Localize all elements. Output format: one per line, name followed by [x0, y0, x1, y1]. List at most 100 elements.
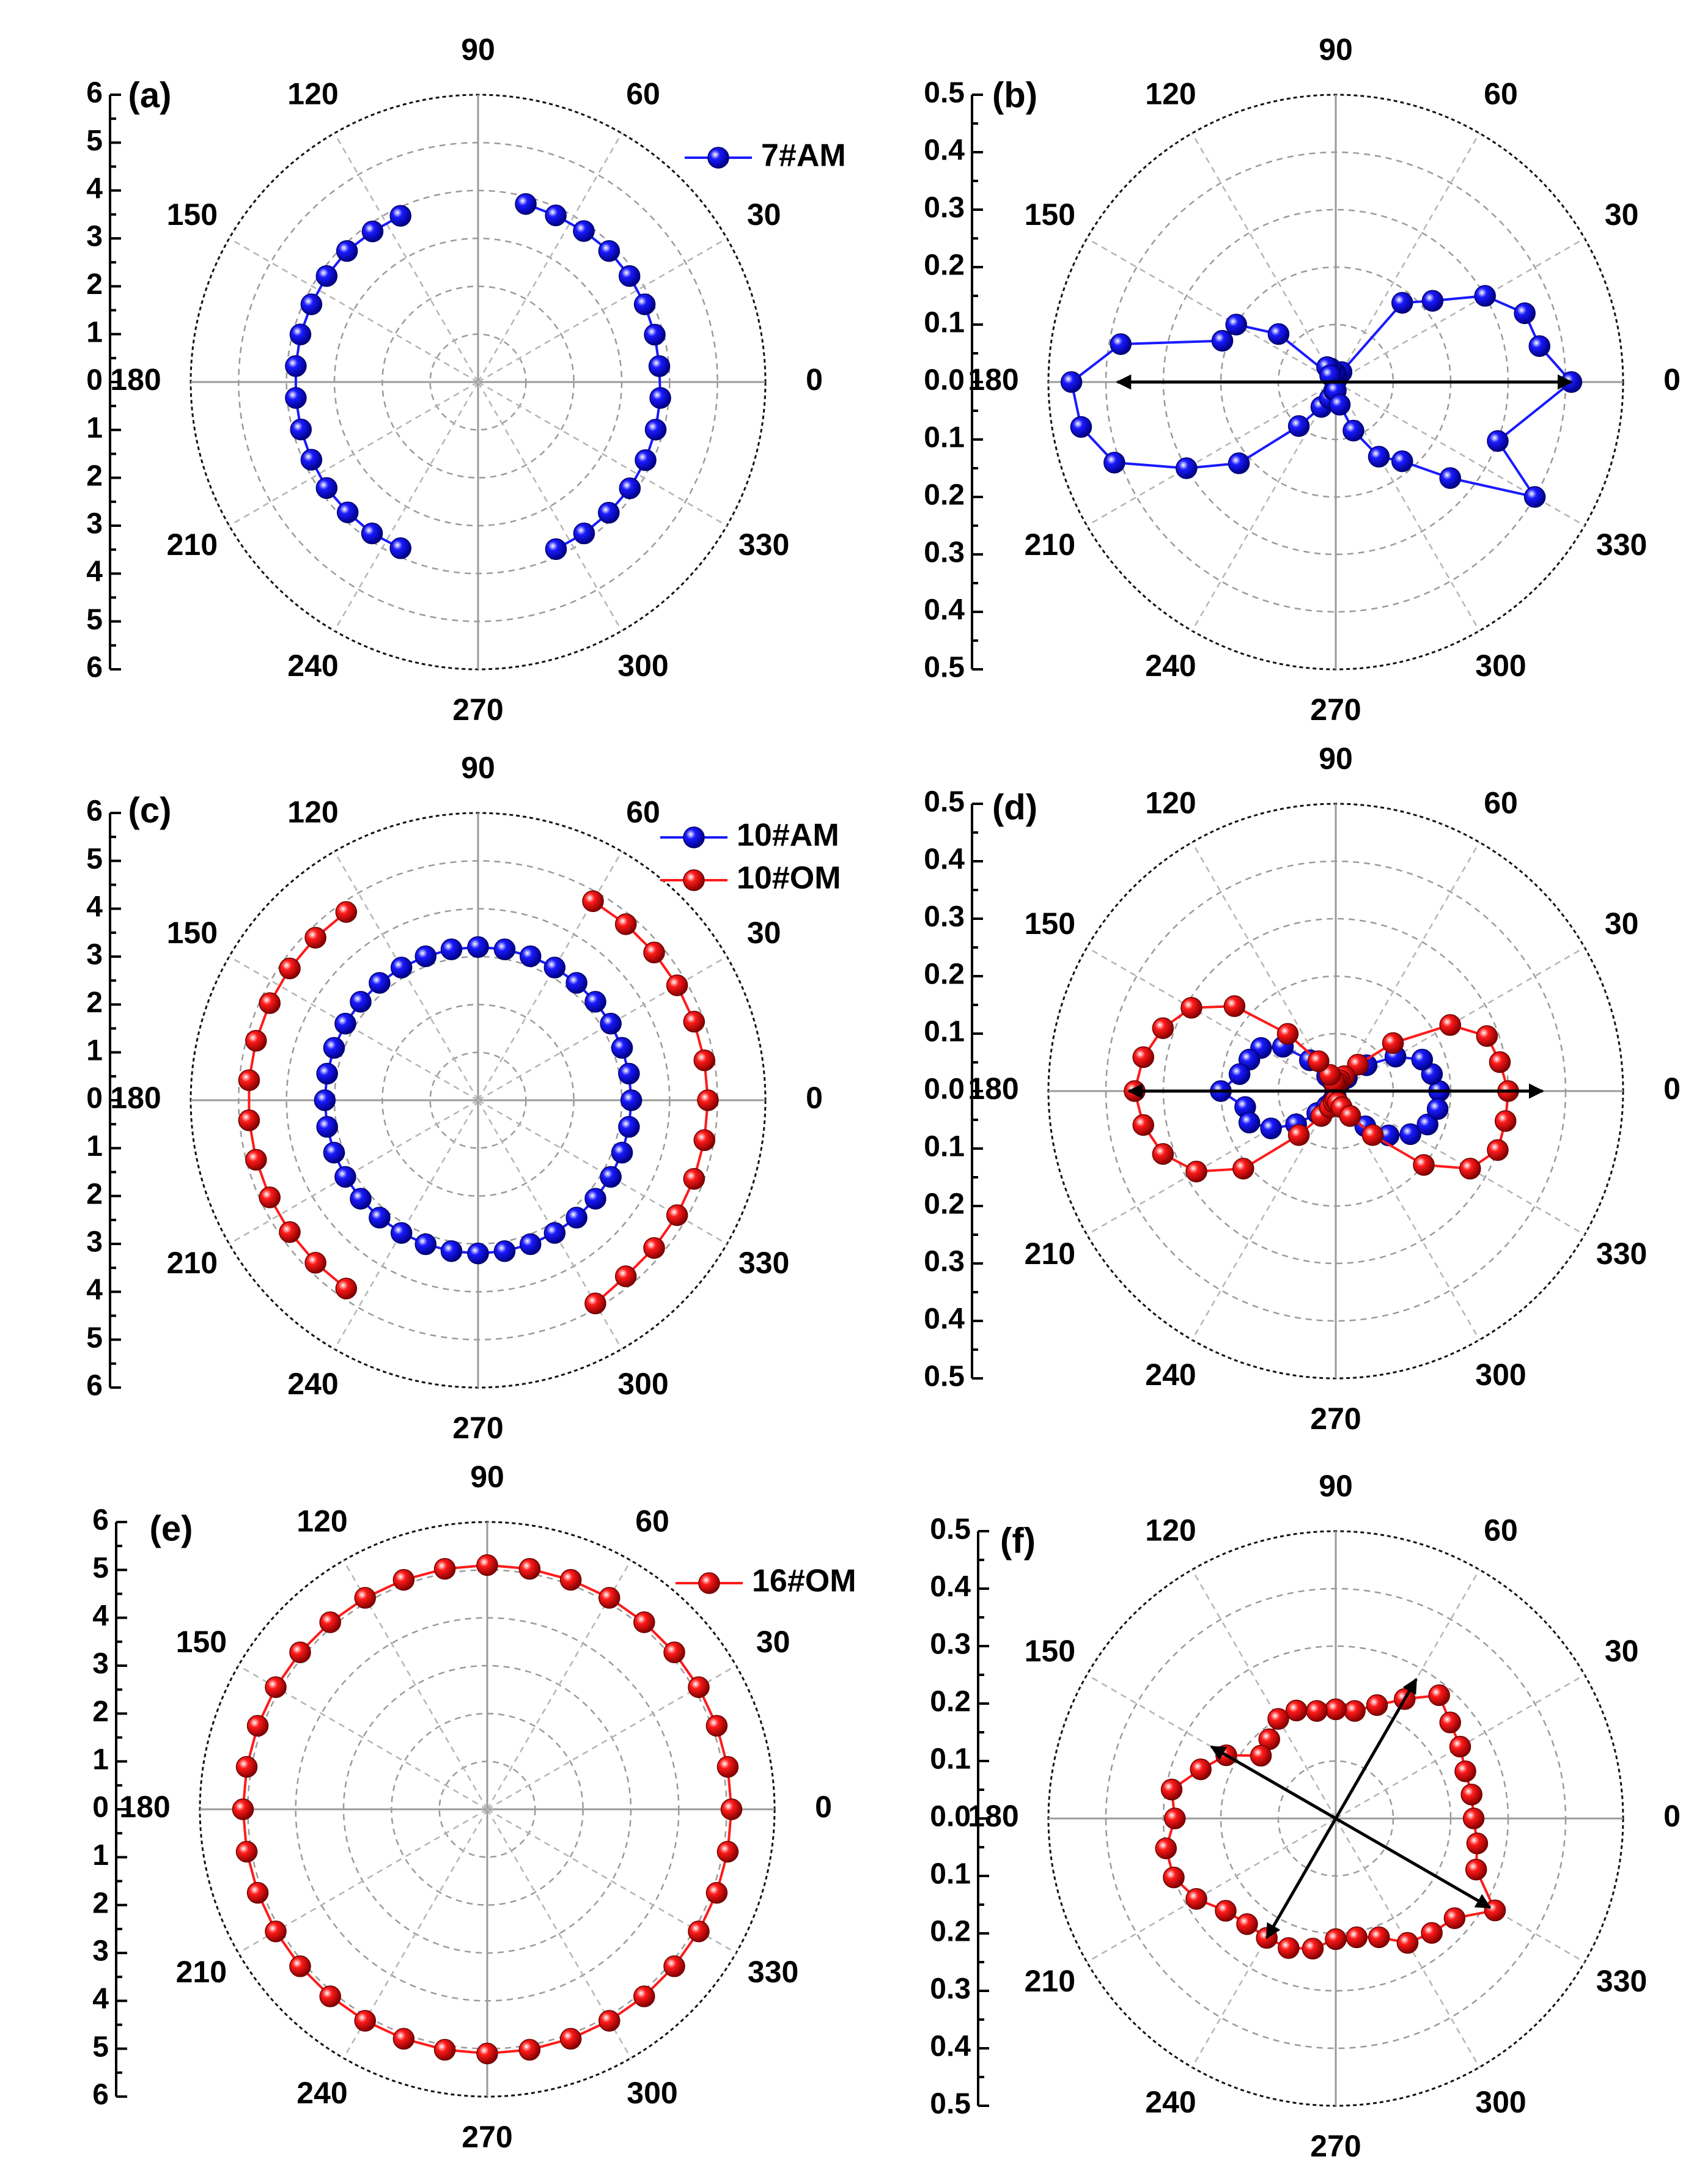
angle-label: 0 [1663, 1799, 1681, 1833]
angle-label: 270 [452, 693, 503, 727]
chart-panel-f: 0 30 60 90 120 150 180 210 240 270 300 330 0.0 0.1 0.1… [930, 1469, 1681, 2163]
legend-marker [707, 147, 729, 169]
data-point [238, 1109, 260, 1131]
data-point [1416, 1113, 1438, 1136]
legend-marker [683, 869, 705, 891]
data-point [1185, 1888, 1207, 1910]
data-point [1164, 1807, 1186, 1829]
angle-label: 180 [110, 362, 161, 397]
data-point [1302, 1938, 1324, 1960]
data-point [334, 1012, 356, 1035]
grid-spoke [1086, 381, 1336, 527]
data-point [1399, 1123, 1421, 1145]
data-point [716, 1756, 739, 1778]
data-point [1060, 371, 1083, 393]
grid-spoke [229, 237, 479, 383]
data-point [1368, 1926, 1390, 1949]
data-point [1368, 446, 1390, 468]
angle-label: 90 [461, 32, 495, 67]
data-point [1306, 1700, 1328, 1722]
data-point [319, 1985, 341, 2007]
angle-label: 150 [1025, 1634, 1075, 1668]
data-point [1474, 285, 1496, 307]
radial-tick-label: 0 [86, 364, 103, 397]
series-line [525, 202, 662, 551]
radial-tick-label: 0.1 [924, 1016, 965, 1048]
angle-label: 0 [806, 362, 823, 397]
data-point [614, 913, 637, 935]
data-point [584, 991, 606, 1013]
angle-label: 180 [110, 1081, 161, 1115]
radial-tick-label: 0.1 [930, 1858, 971, 1891]
grid-spoke [1191, 381, 1337, 631]
angle-label: 150 [167, 916, 218, 950]
radial-tick-label: 0.0 [930, 1801, 971, 1833]
data-point [289, 323, 312, 345]
data-point [598, 1587, 621, 1609]
angle-label: 180 [968, 1799, 1018, 1833]
grid-spoke [342, 1809, 488, 2059]
radial-tick-label: 0.2 [924, 1188, 965, 1221]
data-point [354, 1587, 376, 1609]
radial-tick-label: 4 [86, 172, 103, 205]
radial-tick-label: 0.4 [924, 844, 965, 876]
angle-label: 330 [738, 528, 789, 562]
radial-tick-label: 0.4 [930, 2031, 971, 2063]
data-point [666, 1204, 688, 1226]
data-point [235, 1756, 258, 1778]
grid-spoke [1335, 1090, 1585, 1236]
series-data [1155, 1684, 1506, 1960]
chart-panel-a: 0 30 60 90 120 150 180 210 240 270 300 330 0 1 1 2 2 3 3 4 4… [86, 32, 845, 727]
angle-label: 210 [167, 528, 218, 562]
data-point [1413, 1154, 1435, 1176]
radial-tick-label: 4 [92, 1600, 109, 1632]
data-point [618, 1062, 640, 1085]
data-point [688, 1921, 710, 1943]
data-point [289, 1641, 311, 1663]
angle-label: 120 [1145, 786, 1196, 820]
angle-label: 90 [461, 751, 495, 785]
data-point [361, 220, 384, 243]
angle-label: 120 [296, 1504, 347, 1539]
data-point [350, 991, 372, 1013]
data-point [598, 240, 621, 262]
data-point [245, 1029, 267, 1052]
data-point [1344, 1700, 1366, 1722]
data-point [314, 1089, 336, 1111]
data-point [304, 927, 326, 949]
data-point [440, 938, 463, 960]
data-point [618, 265, 641, 287]
data-point [1223, 995, 1246, 1017]
data-point [619, 477, 641, 499]
data-point [1155, 1837, 1177, 1859]
data-point [584, 1292, 606, 1315]
data-point [1163, 1866, 1185, 1889]
data-point [559, 1568, 582, 1591]
angle-label: 150 [1025, 906, 1075, 941]
angle-label: 30 [1605, 906, 1639, 941]
data-point [543, 1222, 566, 1244]
radial-tick-label: 0.5 [924, 77, 965, 109]
grid-spoke [333, 133, 479, 383]
angle-label: 270 [462, 2120, 512, 2154]
radial-tick-label: 0.0 [924, 364, 965, 397]
grid-spoke [1191, 133, 1337, 383]
radial-tick-label: 4 [92, 1983, 109, 2015]
data-point [1514, 302, 1536, 325]
data-point [1346, 1926, 1368, 1949]
data-point [290, 418, 312, 441]
angle-label: 210 [1025, 528, 1075, 562]
data-point [369, 1207, 391, 1229]
radial-tick-label: 5 [86, 125, 103, 157]
angle-label: 210 [176, 1955, 227, 1989]
angle-label: 150 [176, 1625, 227, 1659]
data-point [584, 1188, 606, 1210]
grid-spoke [333, 381, 479, 631]
angle-label: 240 [1145, 649, 1196, 683]
data-point [519, 945, 542, 968]
angle-label: 60 [626, 77, 660, 111]
data-point [635, 449, 657, 471]
radial-tick-label: 6 [92, 2079, 109, 2111]
data-point [1260, 1117, 1282, 1139]
data-point [1391, 292, 1413, 314]
